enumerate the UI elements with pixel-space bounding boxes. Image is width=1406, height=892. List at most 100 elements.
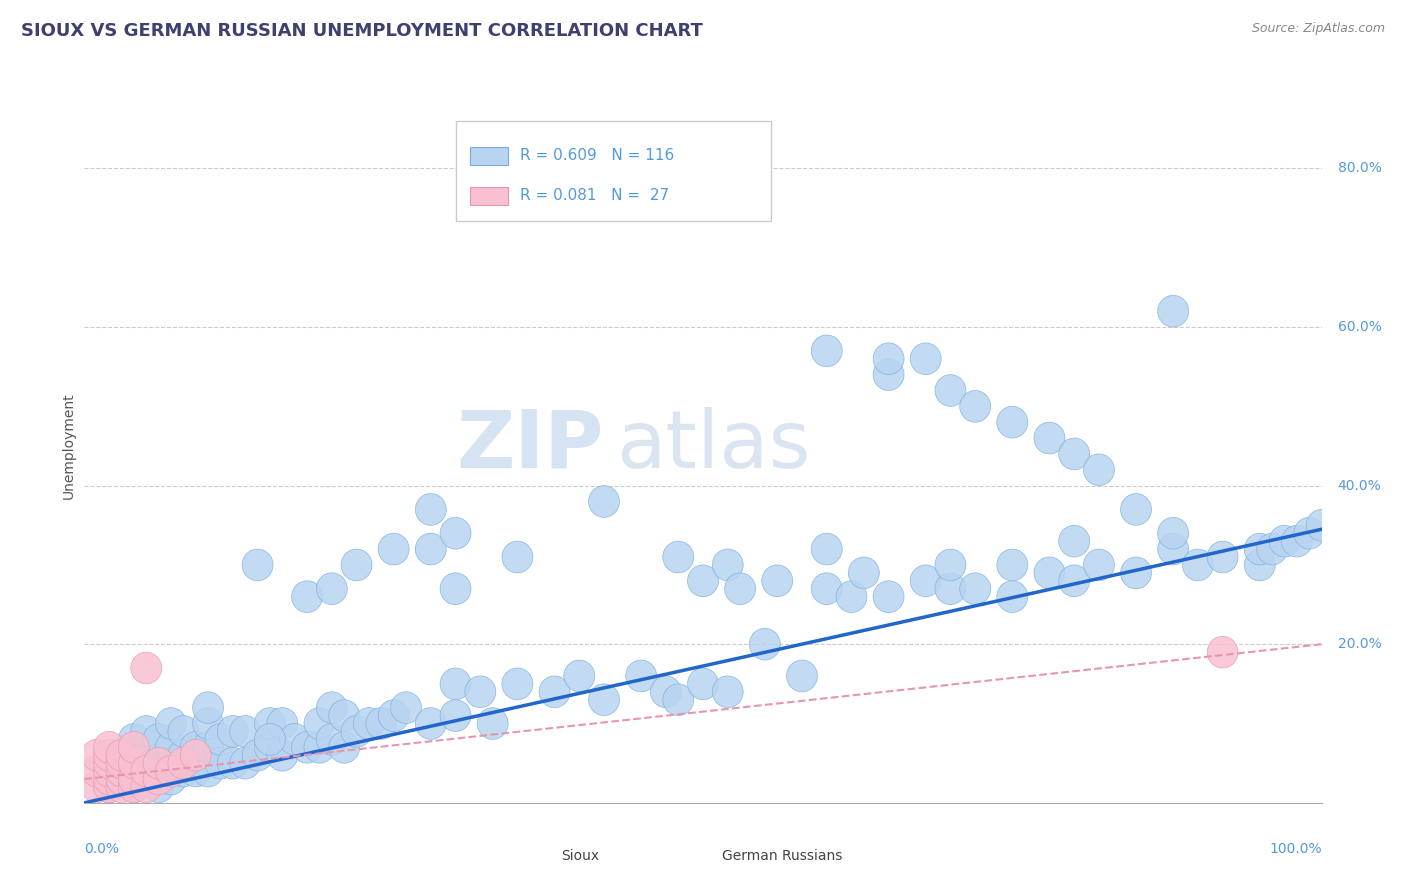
- Ellipse shape: [688, 565, 718, 597]
- Ellipse shape: [118, 747, 149, 779]
- Ellipse shape: [329, 699, 360, 731]
- Ellipse shape: [391, 692, 422, 723]
- Ellipse shape: [873, 359, 904, 391]
- Ellipse shape: [1208, 541, 1239, 573]
- Ellipse shape: [205, 747, 236, 779]
- Ellipse shape: [353, 707, 384, 739]
- Ellipse shape: [1270, 525, 1301, 557]
- Ellipse shape: [218, 747, 249, 779]
- Ellipse shape: [156, 747, 187, 779]
- Text: Source: ZipAtlas.com: Source: ZipAtlas.com: [1251, 22, 1385, 36]
- Text: 40.0%: 40.0%: [1337, 479, 1382, 492]
- Ellipse shape: [82, 771, 112, 803]
- Ellipse shape: [254, 723, 285, 756]
- Ellipse shape: [1244, 533, 1275, 565]
- Ellipse shape: [94, 771, 125, 803]
- Ellipse shape: [935, 375, 966, 407]
- Ellipse shape: [131, 756, 162, 787]
- Ellipse shape: [342, 715, 373, 747]
- Ellipse shape: [910, 343, 941, 375]
- Ellipse shape: [180, 739, 211, 771]
- Ellipse shape: [910, 565, 941, 597]
- Ellipse shape: [94, 747, 125, 779]
- Ellipse shape: [873, 581, 904, 613]
- FancyBboxPatch shape: [690, 844, 716, 869]
- Ellipse shape: [662, 541, 693, 573]
- Ellipse shape: [267, 707, 298, 739]
- Ellipse shape: [143, 771, 174, 803]
- FancyBboxPatch shape: [471, 186, 508, 205]
- Ellipse shape: [254, 731, 285, 764]
- FancyBboxPatch shape: [456, 121, 770, 221]
- Ellipse shape: [267, 739, 298, 771]
- Ellipse shape: [1157, 533, 1188, 565]
- Ellipse shape: [329, 731, 360, 764]
- Ellipse shape: [873, 343, 904, 375]
- Ellipse shape: [589, 684, 620, 715]
- Ellipse shape: [997, 581, 1028, 613]
- Ellipse shape: [316, 573, 347, 605]
- Ellipse shape: [94, 771, 125, 803]
- Ellipse shape: [589, 485, 620, 517]
- Ellipse shape: [502, 541, 533, 573]
- Ellipse shape: [1059, 565, 1090, 597]
- Ellipse shape: [1281, 525, 1312, 557]
- Ellipse shape: [935, 573, 966, 605]
- FancyBboxPatch shape: [530, 844, 554, 869]
- Ellipse shape: [118, 771, 149, 803]
- Ellipse shape: [837, 581, 868, 613]
- Ellipse shape: [378, 533, 409, 565]
- Text: 100.0%: 100.0%: [1270, 842, 1322, 856]
- Ellipse shape: [1244, 549, 1275, 581]
- Ellipse shape: [291, 731, 322, 764]
- Ellipse shape: [143, 723, 174, 756]
- Ellipse shape: [378, 699, 409, 731]
- Ellipse shape: [131, 771, 162, 803]
- Ellipse shape: [105, 747, 136, 779]
- Ellipse shape: [811, 533, 842, 565]
- Ellipse shape: [143, 747, 174, 779]
- Ellipse shape: [316, 723, 347, 756]
- Ellipse shape: [564, 660, 595, 692]
- Ellipse shape: [131, 739, 162, 771]
- Ellipse shape: [254, 707, 285, 739]
- Ellipse shape: [1294, 517, 1324, 549]
- Ellipse shape: [1257, 533, 1288, 565]
- Text: R = 0.609   N = 116: R = 0.609 N = 116: [520, 148, 673, 163]
- Ellipse shape: [440, 668, 471, 699]
- Text: atlas: atlas: [616, 407, 811, 485]
- Ellipse shape: [997, 549, 1028, 581]
- Ellipse shape: [105, 739, 136, 771]
- Ellipse shape: [1182, 549, 1213, 581]
- Ellipse shape: [94, 731, 125, 764]
- Ellipse shape: [997, 407, 1028, 438]
- Ellipse shape: [105, 764, 136, 795]
- Ellipse shape: [291, 581, 322, 613]
- Ellipse shape: [651, 676, 682, 707]
- Ellipse shape: [960, 391, 991, 422]
- Ellipse shape: [662, 684, 693, 715]
- Ellipse shape: [1157, 295, 1188, 327]
- Ellipse shape: [82, 756, 112, 787]
- Ellipse shape: [811, 573, 842, 605]
- Ellipse shape: [304, 707, 335, 739]
- Ellipse shape: [762, 565, 793, 597]
- Ellipse shape: [242, 549, 273, 581]
- Ellipse shape: [749, 628, 780, 660]
- Y-axis label: Unemployment: Unemployment: [62, 392, 76, 500]
- Ellipse shape: [156, 731, 187, 764]
- Ellipse shape: [440, 573, 471, 605]
- Text: ZIP: ZIP: [457, 407, 605, 485]
- Ellipse shape: [94, 756, 125, 787]
- Ellipse shape: [205, 723, 236, 756]
- Ellipse shape: [167, 715, 198, 747]
- Ellipse shape: [143, 747, 174, 779]
- Ellipse shape: [242, 739, 273, 771]
- Ellipse shape: [193, 731, 224, 764]
- Ellipse shape: [229, 747, 260, 779]
- Ellipse shape: [304, 731, 335, 764]
- Ellipse shape: [94, 739, 125, 771]
- Ellipse shape: [1121, 557, 1152, 589]
- Ellipse shape: [538, 676, 569, 707]
- Ellipse shape: [316, 692, 347, 723]
